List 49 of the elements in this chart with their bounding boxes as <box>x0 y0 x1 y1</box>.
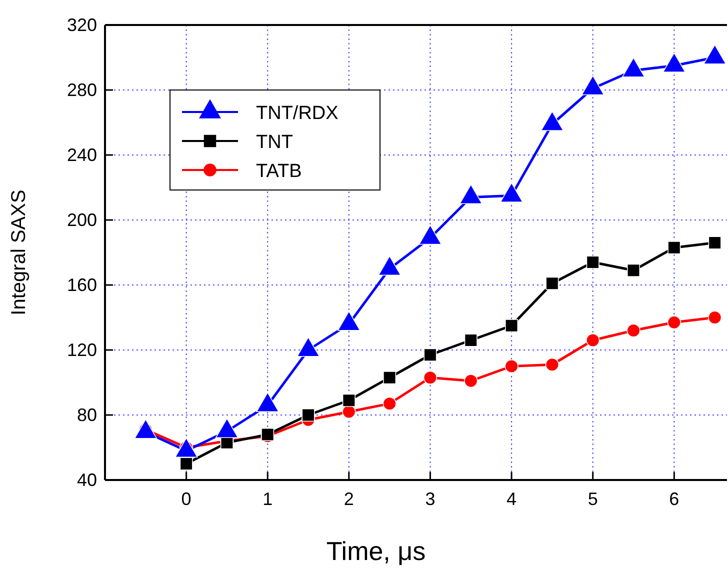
point <box>383 371 396 384</box>
point <box>586 256 600 269</box>
point <box>703 44 726 64</box>
legend-label: TATB <box>256 161 302 182</box>
point <box>667 316 681 330</box>
x-axis-title: Time, μs <box>326 536 426 566</box>
point <box>586 333 600 348</box>
y-tick-label: 40 <box>76 470 97 490</box>
y-tick-label: 120 <box>66 340 97 360</box>
point <box>581 75 604 96</box>
point <box>382 396 396 410</box>
y-tick-label: 240 <box>66 144 97 165</box>
point <box>546 276 559 290</box>
point <box>626 324 640 338</box>
x-tick-label: 6 <box>669 488 680 509</box>
legend-label: TNT/RDX <box>256 103 339 124</box>
point <box>708 236 722 250</box>
point <box>500 182 523 202</box>
x-tick-label: 2 <box>344 488 354 509</box>
point <box>622 57 645 78</box>
point <box>423 370 438 384</box>
point <box>302 408 315 422</box>
point <box>424 348 437 362</box>
point <box>662 52 686 72</box>
y-tick-label: 280 <box>66 80 97 100</box>
point <box>708 310 722 324</box>
y-tick-label: 160 <box>66 274 97 295</box>
x-tick-label: 1 <box>262 488 273 509</box>
y-axis-title: Integral SAXS <box>8 190 30 316</box>
point <box>180 457 193 470</box>
point <box>464 334 478 347</box>
point <box>545 358 560 372</box>
point <box>540 111 564 131</box>
point <box>459 184 482 204</box>
point <box>505 319 518 332</box>
point <box>464 374 478 388</box>
x-tick-label: 4 <box>506 488 517 509</box>
point <box>626 264 640 277</box>
point <box>504 359 518 374</box>
y-tick-label: 200 <box>66 210 97 230</box>
x-tick-label: 3 <box>425 488 436 509</box>
y-tick-label: 320 <box>66 14 97 35</box>
point <box>342 394 356 407</box>
legend-label: TNT <box>256 132 294 153</box>
y-tick-label: 80 <box>76 404 97 425</box>
x-tick-label: 5 <box>588 488 598 509</box>
point <box>342 404 356 419</box>
x-tick-label: 0 <box>181 488 192 509</box>
point <box>668 241 681 254</box>
